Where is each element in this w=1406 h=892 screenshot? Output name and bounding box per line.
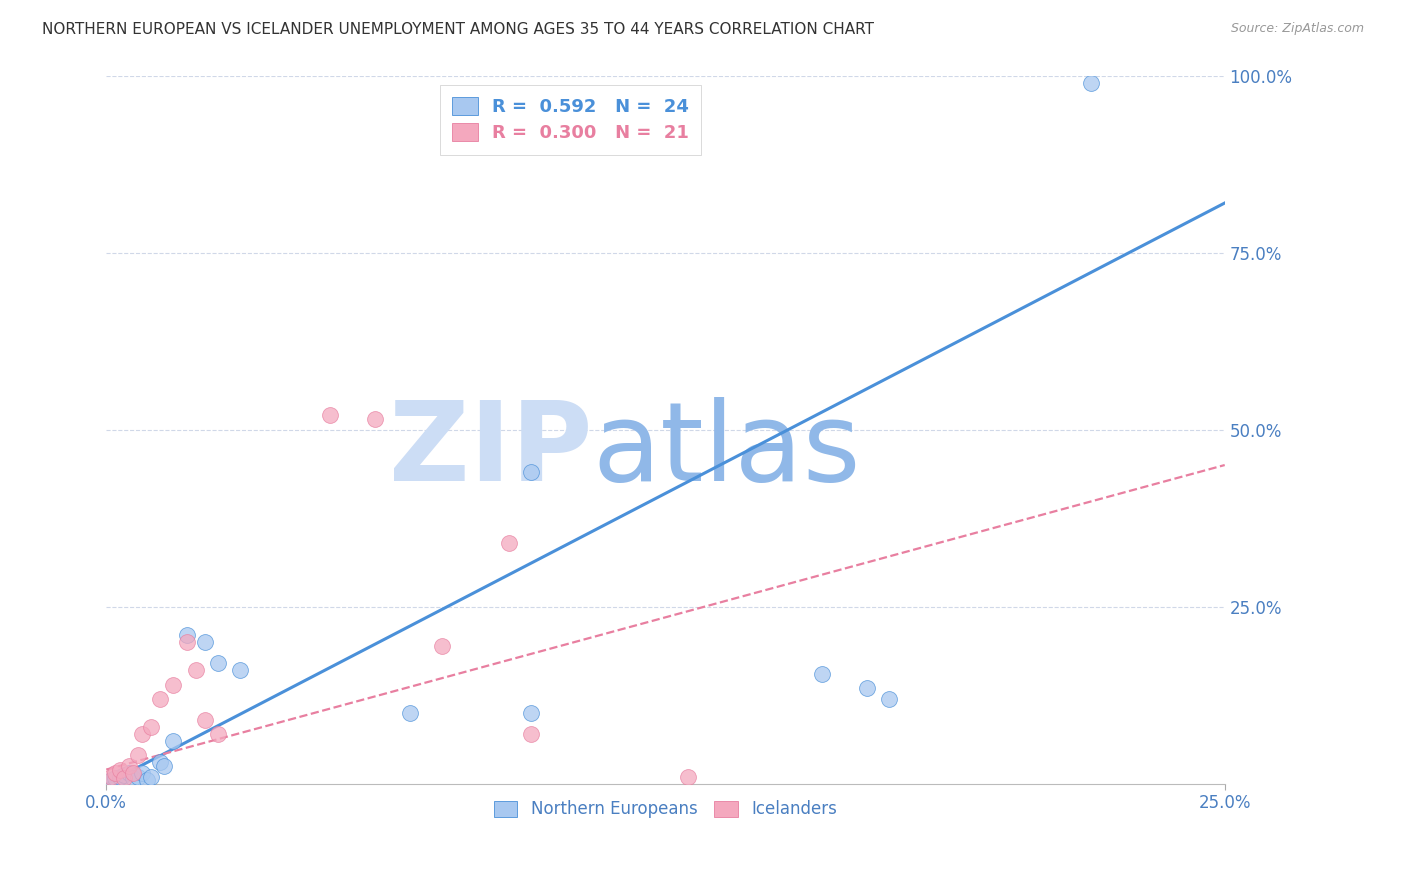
- Point: [100, 773, 122, 788]
- Point: [176, 628, 198, 642]
- Point: [122, 771, 145, 785]
- Point: [319, 409, 342, 423]
- Point: [520, 727, 543, 741]
- Point: [811, 667, 834, 681]
- Point: [520, 706, 543, 720]
- Point: [108, 770, 131, 784]
- Point: [184, 664, 207, 678]
- Point: [207, 657, 229, 671]
- Point: [108, 763, 131, 777]
- Point: [430, 639, 453, 653]
- Point: [139, 770, 162, 784]
- Point: [363, 412, 385, 426]
- Point: [122, 766, 145, 780]
- Point: [229, 664, 252, 678]
- Point: [131, 727, 153, 741]
- Point: [153, 759, 176, 773]
- Point: [117, 759, 139, 773]
- Point: [104, 771, 127, 785]
- Point: [207, 727, 229, 741]
- Point: [1080, 76, 1102, 90]
- Point: [176, 635, 198, 649]
- Point: [149, 691, 172, 706]
- Point: [194, 635, 217, 649]
- Text: atlas: atlas: [593, 397, 862, 504]
- Point: [162, 734, 184, 748]
- Point: [676, 770, 699, 784]
- Text: ZIP: ZIP: [389, 397, 593, 504]
- Text: Source: ZipAtlas.com: Source: ZipAtlas.com: [1230, 22, 1364, 36]
- Point: [520, 465, 543, 479]
- Point: [112, 768, 135, 782]
- Point: [498, 536, 520, 550]
- Point: [162, 677, 184, 691]
- Text: NORTHERN EUROPEAN VS ICELANDER UNEMPLOYMENT AMONG AGES 35 TO 44 YEARS CORRELATIO: NORTHERN EUROPEAN VS ICELANDER UNEMPLOYM…: [42, 22, 875, 37]
- Point: [112, 771, 135, 785]
- Point: [139, 720, 162, 734]
- Point: [100, 770, 122, 784]
- Point: [135, 773, 157, 788]
- Legend: Northern Europeans, Icelanders: Northern Europeans, Icelanders: [488, 794, 844, 825]
- Point: [117, 766, 139, 780]
- Point: [149, 756, 172, 770]
- Point: [131, 766, 153, 780]
- Point: [194, 713, 217, 727]
- Point: [127, 748, 149, 763]
- Point: [104, 766, 127, 780]
- Point: [877, 691, 900, 706]
- Point: [856, 681, 879, 695]
- Point: [127, 770, 149, 784]
- Point: [399, 706, 422, 720]
